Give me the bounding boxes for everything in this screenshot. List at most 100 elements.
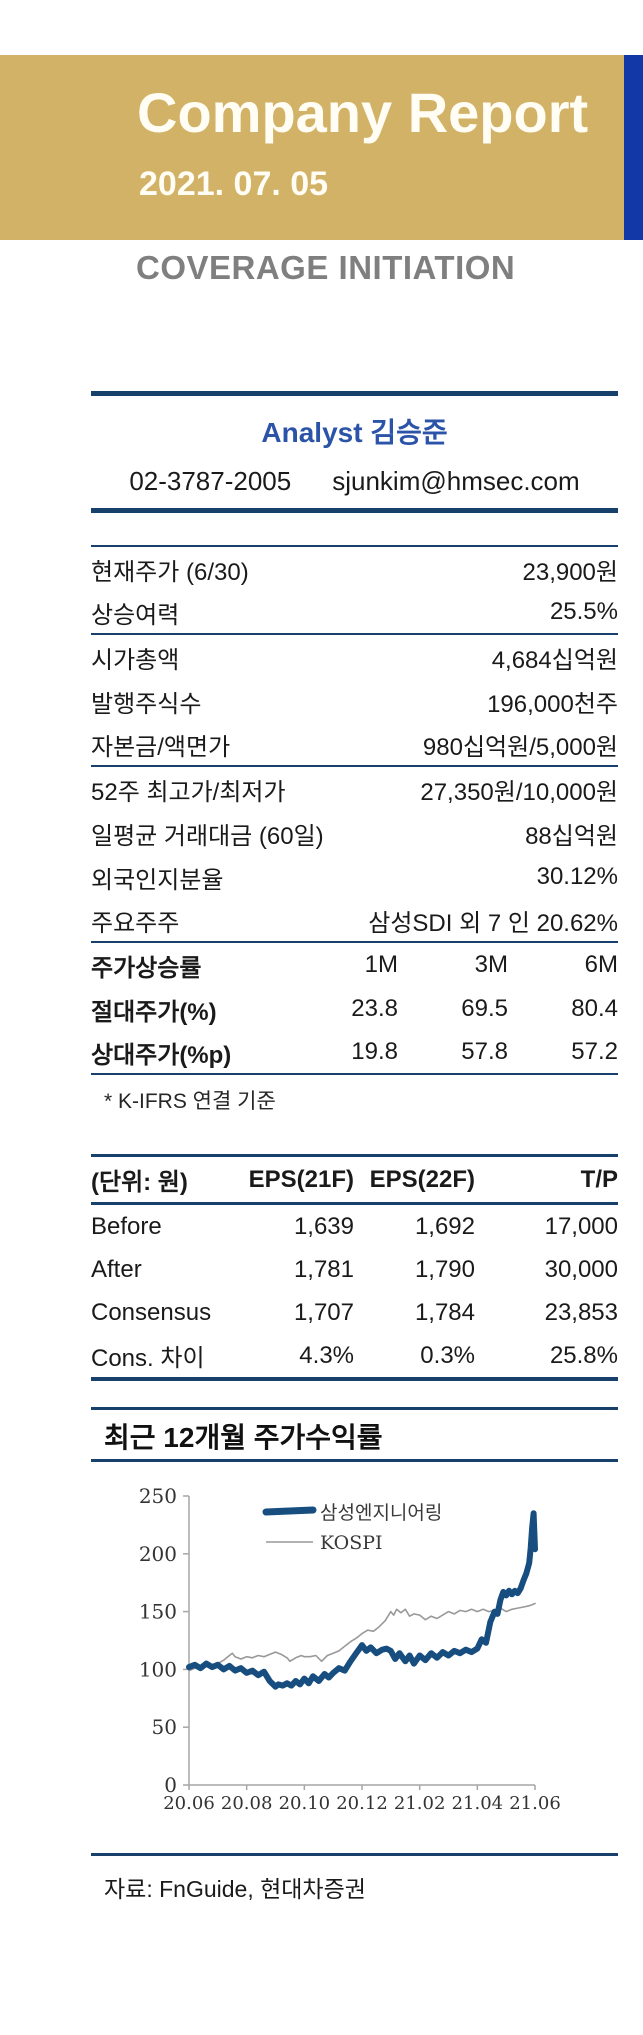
table-row: 시가총액 4,684십억원: [91, 635, 618, 679]
svg-text:21.02: 21.02: [394, 1793, 446, 1814]
analyst-contact: 02-3787-2005 sjunkim@hmsec.com: [91, 466, 618, 497]
row-label: 상승여력: [91, 601, 180, 629]
cell: 30,000: [544, 1255, 618, 1283]
row-value: 980십억원/5,000원: [422, 733, 618, 761]
row-value: 88십억원: [525, 822, 618, 850]
svg-text:200: 200: [139, 1542, 177, 1566]
performance-header-row: 주가상승률 1M 3M 6M: [91, 943, 618, 987]
divider: [91, 1459, 618, 1462]
row-value: 27,350원/10,000원: [420, 778, 618, 806]
cell: 1,790: [414, 1255, 475, 1283]
x-axis-ticks: 20.06 20.08 20.10 20.12 21.02 21.04 21.06: [163, 1785, 561, 1814]
row-label: 자본금/액면가: [91, 733, 231, 761]
cell: 4.3%: [299, 1341, 354, 1369]
svg-text:250: 250: [139, 1484, 177, 1508]
row-label: 상대주가(%p): [91, 1041, 232, 1069]
cell: 1,781: [293, 1255, 354, 1283]
eps-header-22f: EPS(22F): [369, 1165, 475, 1193]
row-value: 삼성SDI 외 7 인 20.62%: [368, 909, 618, 937]
svg-text:50: 50: [152, 1715, 177, 1739]
row-value: 23,900원: [522, 558, 619, 586]
y-axis-ticks: 0 50 100 150 200 250: [139, 1484, 189, 1797]
table-row: 자본금/액면가 980십억원/5,000원: [91, 723, 618, 767]
eps-header-unit: (단위: 원): [91, 1169, 188, 1196]
chart-legend: 삼성엔지니어링 KOSPI: [262, 1502, 442, 1554]
row-value: 69.5: [461, 995, 508, 1022]
cell: 0.3%: [420, 1341, 475, 1369]
row-label: 현재주가 (6/30): [91, 558, 249, 586]
row-label: Before: [91, 1212, 162, 1240]
performance-row-relative: 상대주가(%p) 19.8 57.8 57.2: [91, 1031, 618, 1075]
eps-row-cons-diff: Cons. 차이 4.3% 0.3% 25.8%: [91, 1334, 618, 1377]
performance-header-label: 주가상승률: [91, 954, 202, 982]
stock-info-table: 현재주가 (6/30) 23,900원 상승여력 25.5% 시가총액 4,68…: [91, 545, 618, 1115]
chart-section-title: 최근 12개월 주가수익률: [104, 1422, 383, 1453]
table-row: 외국인지분율 30.12%: [91, 855, 618, 899]
kifrs-footnote: * K-IFRS 연결 기준: [104, 1090, 276, 1113]
row-label: 외국인지분율: [91, 866, 224, 894]
row-value: 57.2: [571, 1038, 618, 1065]
report-title: Company Report: [137, 81, 589, 144]
eps-row-before: Before 1,639 1,692 17,000: [91, 1205, 618, 1248]
cell: 1,784: [414, 1298, 475, 1326]
legend-samsung-label: 삼성엔지니어링: [320, 1502, 442, 1524]
svg-text:21.04: 21.04: [452, 1793, 504, 1814]
row-label: Consensus: [91, 1298, 212, 1326]
table-row: 일평균 거래대금 (60일) 88십억원: [91, 811, 618, 855]
svg-text:20.06: 20.06: [163, 1793, 215, 1814]
svg-text:0: 0: [164, 1773, 177, 1797]
cell: 17,000: [544, 1212, 618, 1240]
source-note: 자료: FnGuide, 현대차증권: [104, 1876, 366, 1902]
cell: 1,639: [293, 1212, 354, 1240]
row-label: After: [91, 1255, 142, 1283]
row-label: 52주 최고가/최저가: [91, 778, 286, 806]
legend-kospi-label: KOSPI: [320, 1532, 383, 1554]
performance-col-3m: 3M: [474, 951, 508, 978]
row-label: 절대주가(%): [91, 998, 217, 1026]
table-row: 발행주식수 196,000천주: [91, 679, 618, 723]
analyst-name: Analyst 김승준: [261, 417, 448, 448]
row-value: 23.8: [351, 995, 398, 1022]
table-row: 주요주주 삼성SDI 외 7 인 20.62%: [91, 899, 618, 943]
cell: 1,692: [414, 1212, 475, 1240]
eps-estimate-table: (단위: 원) EPS(21F) EPS(22F) T/P Before 1,6…: [91, 1154, 618, 1381]
row-value: 196,000천주: [487, 690, 618, 718]
performance-col-6m: 6M: [584, 951, 618, 978]
header-banner: Company Report 2021. 07. 05: [0, 55, 624, 240]
row-value: 4,684십억원: [491, 646, 618, 674]
table-row: 상승여력 25.5%: [91, 591, 618, 635]
header-accent-strip: [624, 55, 643, 240]
cell: 1,707: [293, 1298, 354, 1326]
divider: [91, 1853, 618, 1856]
row-value: 57.8: [461, 1038, 508, 1065]
eps-header-tp: T/P: [580, 1165, 618, 1193]
row-value: 19.8: [351, 1038, 398, 1065]
eps-row-after: After 1,781 1,790 30,000: [91, 1248, 618, 1291]
price-return-chart: 0 50 100 150 200 250 20.06 20.08 20.10 20.12 21.0…: [120, 1483, 590, 1823]
divider: [91, 1407, 618, 1410]
cell: 25.8%: [549, 1341, 618, 1369]
svg-text:21.06: 21.06: [509, 1793, 561, 1814]
kospi-line: [188, 1602, 536, 1672]
row-label: 주요주주: [91, 909, 180, 937]
row-label: 일평균 거래대금 (60일): [91, 822, 324, 850]
row-value: 80.4: [571, 995, 618, 1022]
svg-text:20.08: 20.08: [221, 1793, 273, 1814]
row-value: 30.12%: [536, 863, 618, 890]
price-chart-svg: 0 50 100 150 200 250 20.06 20.08 20.10 20.12 21.0…: [139, 1484, 561, 1814]
analyst-block: Analyst 김승준 02-3787-2005 sjunkim@hmsec.co…: [91, 391, 618, 513]
svg-text:20.10: 20.10: [279, 1793, 331, 1814]
eps-header-row: (단위: 원) EPS(21F) EPS(22F) T/P: [91, 1157, 618, 1205]
svg-text:150: 150: [139, 1600, 177, 1624]
samsung-engineering-line: [186, 1510, 538, 1690]
analyst-email: sjunkim@hmsec.com: [332, 466, 580, 496]
performance-row-absolute: 절대주가(%) 23.8 69.5 80.4: [91, 987, 618, 1031]
row-label: Cons. 차이: [91, 1345, 205, 1372]
coverage-initiation-label: COVERAGE INITIATION: [136, 249, 516, 286]
table-row: 현재주가 (6/30) 23,900원: [91, 547, 618, 591]
svg-text:20.12: 20.12: [336, 1793, 388, 1814]
svg-text:100: 100: [139, 1657, 177, 1681]
performance-col-1m: 1M: [364, 951, 398, 978]
analyst-phone: 02-3787-2005: [129, 466, 292, 496]
